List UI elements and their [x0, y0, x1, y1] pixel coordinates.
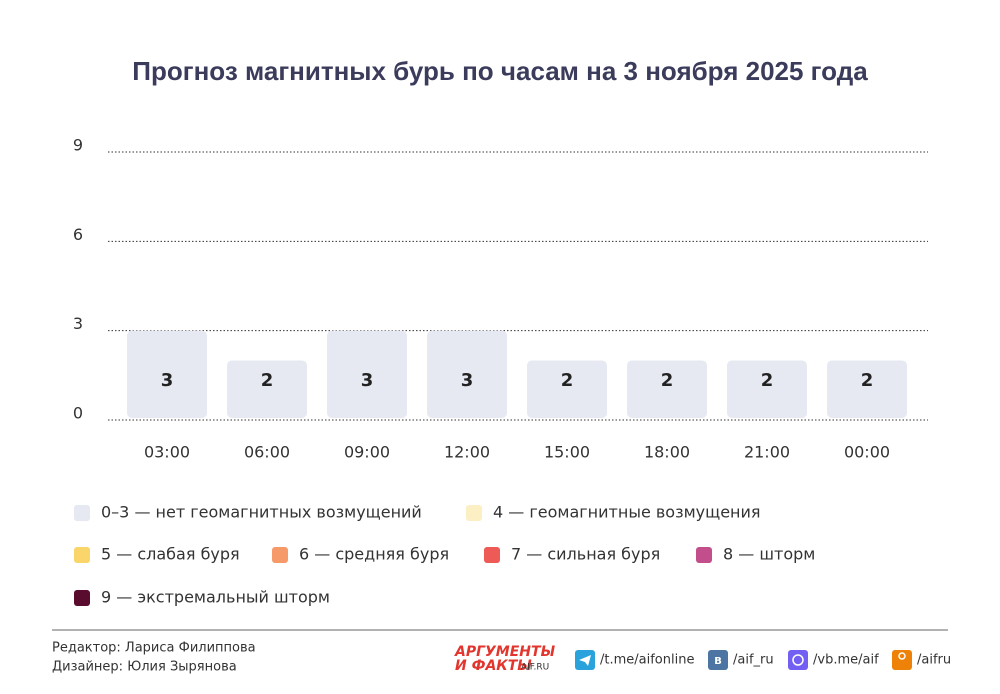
- vk-icon: [708, 650, 728, 670]
- legend-label: 6 — средняя буря: [299, 545, 449, 564]
- legend-label: 4 — геомагнитные возмущения: [493, 503, 761, 522]
- x-tick-label: 21:00: [744, 443, 790, 462]
- bar: [227, 360, 307, 418]
- legend-label: 8 — шторм: [723, 545, 815, 564]
- plot: 0 3 6 9 3 03:00 2 06:00 3 09:00 3 12:00 2 15:00 2 18:00…: [73, 136, 928, 462]
- legend-swatch: [74, 547, 90, 563]
- bar: [427, 330, 507, 418]
- y-tick-label: 6: [73, 225, 83, 244]
- value-label: 2: [561, 370, 574, 391]
- y-tick-label: 3: [73, 314, 83, 333]
- legend-swatch: [272, 547, 288, 563]
- value-label: 2: [761, 370, 774, 391]
- designer: Дизайнер: Юлия Зырянова: [52, 660, 237, 675]
- legend-swatch: [484, 547, 500, 563]
- value-label: 3: [361, 370, 374, 391]
- value-label: 3: [461, 370, 474, 391]
- viber-icon: [788, 650, 808, 670]
- legend-swatch: [74, 590, 90, 606]
- vk-link[interactable]: /aif_ru: [733, 653, 774, 668]
- ok-link[interactable]: /aifru: [917, 653, 951, 668]
- legend-label: 5 — слабая буря: [101, 545, 240, 564]
- logo-bottom: И ФАКТЫ: [455, 658, 532, 674]
- bar: [527, 360, 607, 418]
- x-tick-label: 06:00: [244, 443, 290, 462]
- legend-swatch: [696, 547, 712, 563]
- logo-site: AIF.RU: [521, 663, 549, 673]
- x-tick-label: 12:00: [444, 443, 490, 462]
- bar: [327, 330, 407, 418]
- value-label: 2: [261, 370, 274, 391]
- x-tick-label: 00:00: [844, 443, 890, 462]
- y-tick-label: 9: [73, 136, 83, 155]
- x-tick-label: 09:00: [344, 443, 390, 462]
- x-tick-label: 15:00: [544, 443, 590, 462]
- bar: [127, 330, 207, 418]
- ok-icon: [892, 650, 912, 670]
- bar: [627, 360, 707, 418]
- value-label: 2: [661, 370, 674, 391]
- legend: 0–3 — нет геомагнитных возмущений 4 — гео…: [74, 503, 815, 607]
- chart-title: Прогноз магнитных бурь по часам на 3 ноя…: [132, 56, 868, 86]
- value-label: 2: [861, 370, 874, 391]
- legend-swatch: [466, 505, 482, 521]
- viber-link[interactable]: /vb.me/aif: [813, 653, 879, 668]
- bar: [827, 360, 907, 418]
- bar: [727, 360, 807, 418]
- logo-top: АРГУМЕНТЫ: [454, 644, 556, 660]
- ok-glyph: [898, 652, 906, 660]
- x-tick-label: 03:00: [144, 443, 190, 462]
- legend-label: 7 — сильная буря: [511, 545, 660, 564]
- legend-label: 0–3 — нет геомагнитных возмущений: [101, 503, 422, 522]
- value-label: 3: [161, 370, 174, 391]
- legend-label: 9 — экстремальный шторм: [101, 588, 330, 607]
- viber-glyph: [792, 654, 804, 666]
- x-tick-label: 18:00: [644, 443, 690, 462]
- telegram-link[interactable]: /t.me/aifonline: [600, 653, 694, 668]
- telegram-glyph: [579, 655, 591, 666]
- editor: Редактор: Лариса Филиппова: [52, 641, 256, 656]
- y-tick-label: 0: [73, 404, 83, 423]
- vk-glyph: B: [714, 656, 722, 667]
- legend-swatch: [74, 505, 90, 521]
